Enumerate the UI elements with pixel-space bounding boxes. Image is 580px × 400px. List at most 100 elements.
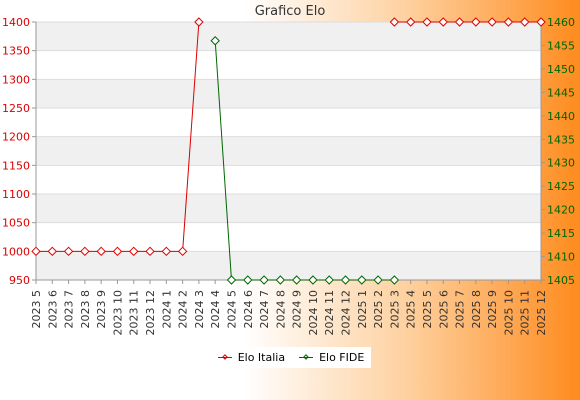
x-tick-label: 2023 9 (95, 290, 108, 329)
x-tick-label: 2024 10 (307, 290, 320, 336)
series-point-0 (63, 246, 74, 257)
y-right-tick-label: 1420 (547, 204, 575, 217)
x-tick-label: 2024 2 (177, 290, 190, 329)
series-point-1 (373, 275, 383, 285)
series-point-0 (503, 17, 514, 27)
legend-marker-elo-italia (217, 357, 232, 358)
grid-band (36, 79, 541, 108)
y-left-tick-label: 1050 (2, 217, 30, 230)
series-point-0 (454, 17, 465, 27)
y-right-tick-label: 1440 (547, 110, 575, 123)
x-tick-label: 2023 10 (111, 290, 124, 336)
x-tick-label: 2023 11 (128, 290, 141, 336)
series-point-0 (422, 17, 432, 27)
y-right-tick-label: 1405 (547, 274, 575, 287)
y-left-tick-label: 950 (9, 274, 30, 287)
series-point-0 (129, 246, 139, 257)
y-left-tick-label: 1350 (2, 45, 30, 58)
series-point-0 (112, 246, 123, 257)
chart-legend: Elo Italia Elo FIDE (211, 347, 371, 368)
series-point-0 (471, 17, 481, 27)
x-tick-label: 2025 2 (372, 290, 385, 329)
series-point-0 (47, 246, 57, 257)
x-tick-label: 2025 9 (486, 290, 499, 329)
legend-item-elo-fide: Elo FIDE (299, 351, 364, 364)
x-tick-label: 2023 6 (46, 290, 59, 329)
series-point-1 (226, 275, 237, 285)
series-point-0 (80, 246, 90, 257)
y-left-tick-label: 1250 (2, 102, 30, 115)
chart-title: Grafico Elo (254, 4, 326, 19)
x-tick-label: 2025 11 (519, 290, 532, 336)
series-point-0 (520, 17, 530, 27)
x-tick-label: 2023 7 (63, 290, 76, 329)
legend-label-elo-italia: Elo Italia (237, 351, 286, 364)
y-right-tick-label: 1410 (547, 251, 575, 264)
x-tick-label: 2025 5 (421, 290, 434, 329)
y-right-tick-label: 1455 (547, 39, 575, 52)
legend-item-elo-italia: Elo Italia (217, 351, 286, 364)
x-tick-label: 2024 6 (242, 290, 255, 329)
series-point-1 (243, 275, 253, 285)
x-tick-label: 2024 7 (258, 290, 271, 329)
series-point-1 (340, 275, 351, 285)
grid-band (36, 194, 541, 223)
y-right-tick-label: 1415 (547, 227, 575, 240)
y-left-tick-label: 1300 (2, 73, 30, 86)
series-point-0 (438, 17, 448, 27)
x-tick-label: 2024 5 (225, 290, 238, 329)
y-left-tick-label: 1400 (2, 16, 30, 29)
series-point-0 (161, 246, 172, 257)
x-tick-label: 2025 4 (405, 290, 418, 329)
x-tick-label: 2024 11 (323, 290, 336, 336)
series-point-0 (389, 17, 400, 27)
series-point-1 (308, 275, 318, 285)
x-tick-label: 2024 3 (193, 290, 206, 329)
x-tick-label: 2023 5 (30, 290, 43, 329)
grid-band (36, 22, 541, 51)
series-point-0 (194, 17, 204, 27)
x-tick-label: 2025 8 (470, 290, 483, 329)
series-point-1 (357, 275, 367, 285)
x-tick-label: 2024 12 (340, 290, 353, 336)
series-point-0 (96, 246, 106, 257)
x-tick-label: 2023 8 (79, 290, 92, 329)
x-tick-label: 2024 1 (160, 290, 173, 329)
series-point-1 (291, 275, 302, 285)
x-tick-label: 2023 12 (144, 290, 157, 336)
x-tick-label: 2024 4 (209, 290, 222, 329)
series-point-0 (145, 246, 155, 257)
y-left-tick-label: 1000 (2, 245, 30, 258)
y-right-tick-label: 1450 (547, 63, 575, 76)
x-tick-label: 2025 3 (388, 290, 401, 329)
y-right-tick-label: 1430 (547, 157, 575, 170)
x-tick-label: 2025 7 (454, 290, 467, 329)
series-point-1 (275, 275, 286, 285)
series-point-1 (324, 275, 334, 285)
y-right-tick-label: 1460 (547, 16, 575, 29)
y-right-tick-label: 1425 (547, 180, 575, 193)
x-tick-label: 2025 12 (535, 290, 548, 336)
y-right-tick-label: 1435 (547, 133, 575, 146)
y-left-tick-label: 1150 (2, 159, 30, 172)
grid-band (36, 136, 541, 166)
series-point-0 (177, 246, 188, 257)
y-right-tick-label: 1445 (547, 86, 575, 99)
x-tick-label: 2025 1 (356, 290, 369, 329)
legend-marker-elo-fide (299, 357, 314, 358)
y-left-tick-label: 1200 (2, 131, 30, 144)
y-left-tick-label: 1100 (2, 188, 30, 201)
grid-band (36, 251, 541, 280)
series-point-0 (405, 17, 416, 27)
x-tick-label: 2025 10 (502, 290, 515, 336)
series-point-0 (31, 246, 41, 257)
x-tick-label: 2024 8 (274, 290, 287, 329)
series-point-1 (210, 36, 220, 46)
series-point-1 (389, 275, 400, 285)
series-point-0 (536, 17, 546, 27)
series-point-1 (259, 275, 269, 285)
x-tick-label: 2024 9 (291, 290, 304, 329)
x-tick-label: 2025 6 (437, 290, 450, 329)
legend-label-elo-fide: Elo FIDE (319, 351, 365, 364)
